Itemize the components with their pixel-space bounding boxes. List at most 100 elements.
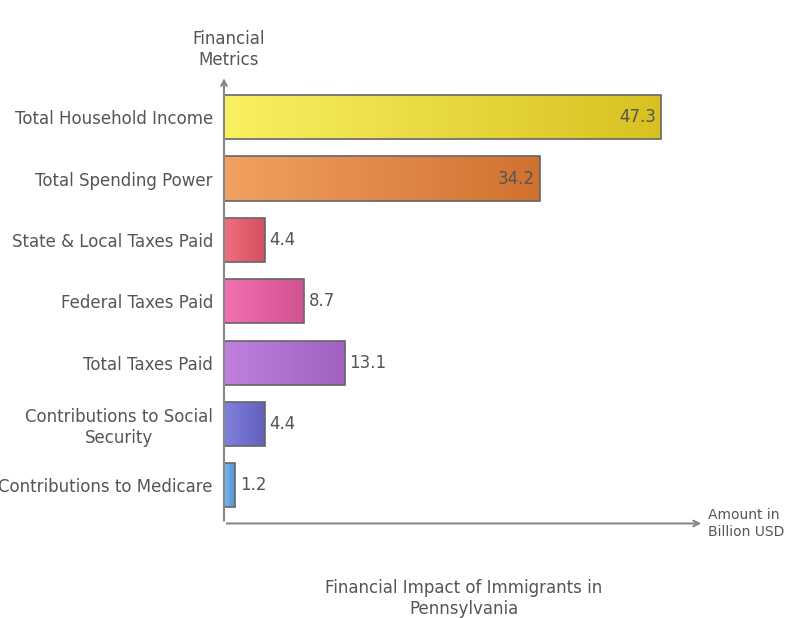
Bar xyxy=(626,95,630,139)
Bar xyxy=(307,341,309,385)
Bar xyxy=(274,156,278,201)
Bar xyxy=(270,279,271,323)
Bar xyxy=(240,341,241,385)
Bar xyxy=(595,95,599,139)
Bar xyxy=(325,156,328,201)
Bar xyxy=(333,341,334,385)
Bar xyxy=(420,156,423,201)
Bar xyxy=(469,95,473,139)
Bar xyxy=(613,95,617,139)
Bar xyxy=(319,341,321,385)
Bar xyxy=(391,156,394,201)
Bar xyxy=(224,464,235,507)
Bar xyxy=(247,279,248,323)
Bar xyxy=(527,156,530,201)
Bar xyxy=(300,279,301,323)
Bar xyxy=(617,95,622,139)
Bar xyxy=(470,156,474,201)
Bar xyxy=(246,341,247,385)
Bar xyxy=(290,95,294,139)
Bar xyxy=(300,156,303,201)
Bar xyxy=(245,279,246,323)
Bar xyxy=(315,156,318,201)
Bar xyxy=(245,341,246,385)
Bar xyxy=(342,95,346,139)
Bar xyxy=(294,95,298,139)
Bar xyxy=(231,279,232,323)
Bar xyxy=(235,279,236,323)
Bar xyxy=(281,156,284,201)
Bar xyxy=(255,279,256,323)
Bar xyxy=(460,95,464,139)
Bar xyxy=(262,279,263,323)
Bar xyxy=(464,156,467,201)
Bar xyxy=(634,95,638,139)
Bar xyxy=(294,156,297,201)
Bar xyxy=(276,279,277,323)
Bar xyxy=(316,95,320,139)
Text: 13.1: 13.1 xyxy=(350,353,386,371)
Bar xyxy=(492,156,495,201)
Bar xyxy=(276,341,278,385)
Bar xyxy=(232,279,233,323)
Bar xyxy=(511,156,514,201)
Bar xyxy=(318,156,322,201)
Bar xyxy=(333,95,338,139)
Bar xyxy=(435,156,438,201)
Bar xyxy=(412,95,416,139)
Bar xyxy=(430,95,434,139)
Bar xyxy=(311,341,312,385)
Bar xyxy=(280,341,281,385)
Bar xyxy=(283,279,284,323)
Bar xyxy=(451,95,455,139)
Bar xyxy=(294,341,295,385)
Bar xyxy=(276,95,281,139)
Bar xyxy=(254,95,259,139)
Bar xyxy=(251,279,252,323)
Bar xyxy=(382,156,385,201)
Bar xyxy=(490,95,494,139)
Bar xyxy=(334,341,335,385)
Bar xyxy=(235,341,236,385)
Bar xyxy=(227,156,230,201)
Bar xyxy=(480,156,483,201)
Bar xyxy=(255,341,257,385)
Bar xyxy=(285,279,286,323)
Bar xyxy=(350,95,355,139)
Bar xyxy=(302,95,307,139)
Bar xyxy=(278,341,280,385)
Bar xyxy=(265,156,268,201)
Bar xyxy=(224,218,265,262)
Bar xyxy=(414,156,417,201)
Bar xyxy=(243,341,245,385)
Bar xyxy=(242,95,246,139)
Bar xyxy=(483,156,486,201)
Bar xyxy=(272,341,274,385)
Bar xyxy=(266,341,267,385)
Bar xyxy=(225,279,226,323)
Bar xyxy=(410,156,414,201)
Bar xyxy=(250,156,253,201)
Bar xyxy=(272,279,273,323)
Bar xyxy=(339,341,340,385)
Bar xyxy=(248,279,249,323)
Bar xyxy=(388,156,391,201)
Bar xyxy=(275,279,276,323)
Bar xyxy=(271,341,272,385)
Bar xyxy=(499,95,503,139)
Bar xyxy=(442,156,445,201)
Bar xyxy=(257,341,258,385)
Bar xyxy=(346,95,350,139)
Bar xyxy=(322,341,323,385)
Bar xyxy=(254,341,255,385)
Bar xyxy=(263,95,268,139)
Bar xyxy=(505,156,508,201)
Bar xyxy=(404,156,407,201)
Bar xyxy=(423,156,426,201)
Bar xyxy=(350,156,354,201)
Bar xyxy=(297,279,298,323)
Bar xyxy=(306,156,310,201)
Bar xyxy=(338,95,342,139)
Bar xyxy=(421,95,425,139)
Bar xyxy=(338,156,341,201)
